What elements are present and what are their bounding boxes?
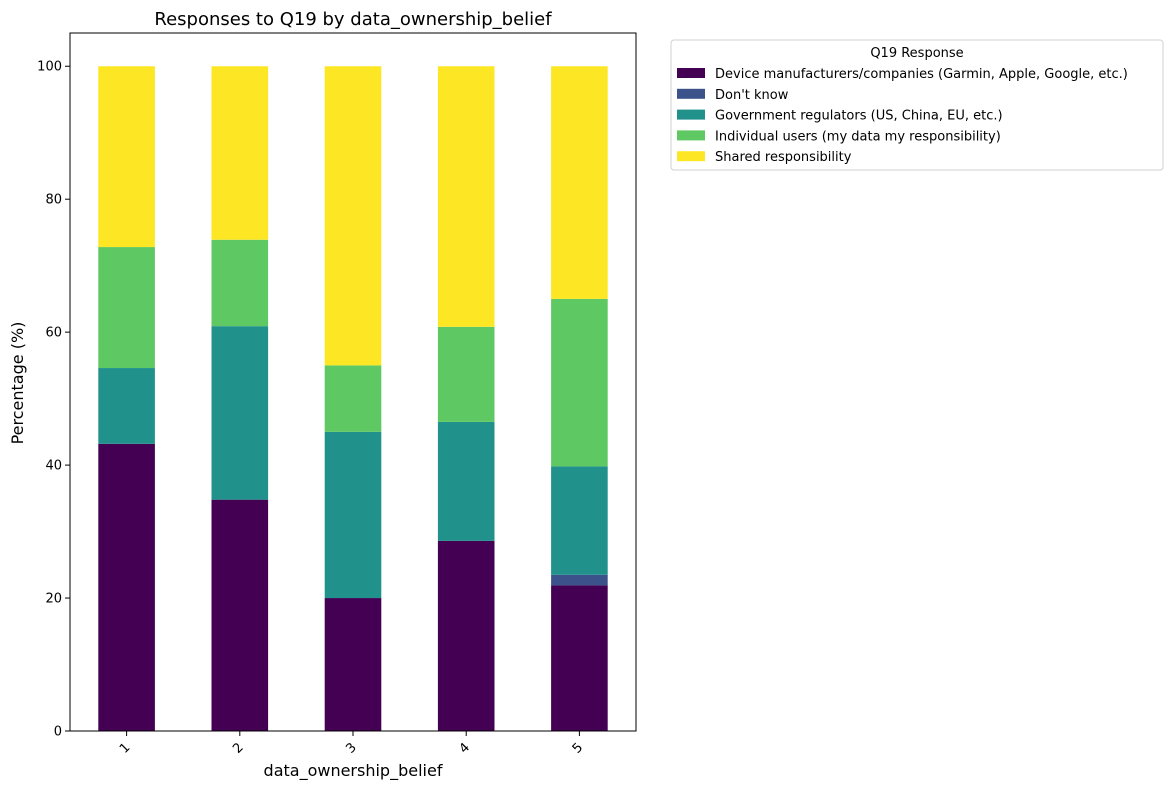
legend-swatch-2 [677, 88, 705, 99]
x-tick-label: 1 [117, 740, 133, 756]
bar-segment-4-series-3 [437, 421, 495, 541]
chart-title: Responses to Q19 by data_ownership_belie… [154, 9, 552, 30]
legend-label-4: Individual users (my data my responsibil… [715, 129, 1001, 144]
bar-segment-2-series-5 [211, 66, 269, 240]
y-tick-label: 20 [45, 592, 62, 607]
legend-box [670, 39, 1164, 171]
bar-segment-5-series-4 [551, 298, 608, 467]
bar-segment-3-series-4 [324, 365, 382, 432]
bar-segment-3-series-3 [324, 431, 382, 599]
legend-swatch-3 [677, 109, 705, 120]
x-tick-label: 4 [457, 740, 473, 756]
legend-label-1: Device manufacturers/companies (Garmin, … [715, 67, 1128, 82]
legend-title: Q19 Response [870, 46, 963, 61]
x-tick-label: 3 [343, 740, 359, 756]
bar-segment-1-series-1 [98, 443, 155, 731]
bar-segment-5-series-3 [551, 466, 608, 575]
bar-segment-4-series-1 [437, 540, 495, 731]
bar-segment-4-series-4 [437, 326, 495, 422]
legend-label-3: Government regulators (US, China, EU, et… [715, 109, 1003, 124]
legend-swatch-1 [677, 68, 705, 78]
bars-layer [98, 66, 608, 731]
y-tick-label: 80 [45, 193, 62, 208]
y-tick-label: 60 [45, 326, 62, 341]
legend-swatch-4 [677, 130, 705, 141]
bar-segment-5-series-1 [551, 585, 608, 731]
legend: Q19 Response Device manufacturers/compani… [670, 39, 1164, 171]
bar-segment-1-series-3 [98, 368, 155, 444]
bar-segment-3-series-1 [324, 598, 382, 731]
bar-segment-3-series-5 [324, 66, 382, 366]
y-tick-label: 40 [45, 459, 62, 474]
bar-segment-2-series-3 [211, 326, 269, 500]
bar-segment-4-series-5 [437, 66, 495, 327]
bar-segment-1-series-4 [98, 247, 155, 369]
y-tick-label: 100 [37, 60, 62, 75]
legend-swatch-5 [677, 151, 705, 162]
bar-segment-5-series-2 [551, 574, 608, 586]
y-tick-label: 0 [54, 725, 62, 740]
legend-label-5: Shared responsibility [715, 150, 852, 165]
bar-segment-2-series-4 [211, 239, 269, 327]
bar-segment-1-series-5 [98, 66, 155, 248]
x-tick-label: 5 [570, 740, 586, 756]
x-tick-label: 2 [230, 740, 246, 756]
bar-segment-5-series-5 [551, 66, 608, 299]
bar-segment-2-series-1 [211, 499, 269, 731]
x-axis-label: data_ownership_belief [264, 761, 443, 781]
y-axis-label: Percentage (%) [8, 322, 27, 445]
legend-label-2: Don't know [715, 88, 789, 103]
